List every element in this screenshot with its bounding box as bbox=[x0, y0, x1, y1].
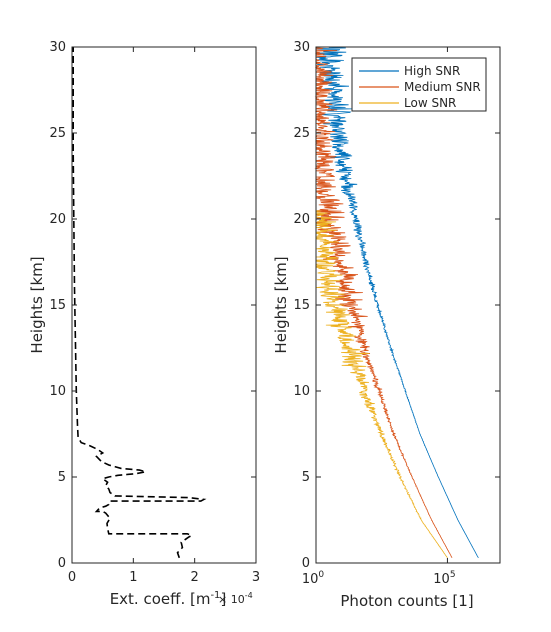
photon-x-tick-label: 105 bbox=[433, 570, 455, 587]
photon-y-tick-label: 25 bbox=[293, 126, 310, 141]
legend-label: Medium SNR bbox=[404, 80, 481, 94]
extinction-y-ticks: 0 5 10 15 20 25 30 bbox=[49, 40, 256, 571]
photon-x-label: Photon counts [1] bbox=[340, 592, 473, 610]
photon-y-tick-label: 30 bbox=[293, 40, 310, 55]
extinction-x-multiplier: × 10-4 bbox=[218, 591, 253, 606]
extinction-y-label: Heights [km] bbox=[28, 256, 46, 353]
extinction-y-tick-label: 0 bbox=[58, 556, 66, 571]
photon-x-ticks: 100 105 bbox=[302, 47, 456, 587]
photon-x-tick-label: 100 bbox=[302, 570, 325, 587]
extinction-y-tick-label: 15 bbox=[49, 298, 66, 313]
photon-series-line bbox=[315, 46, 479, 559]
extinction-x-tick-label: 0 bbox=[68, 570, 76, 585]
legend-box bbox=[351, 57, 487, 112]
extinction-y-tick-label: 20 bbox=[49, 212, 66, 227]
legend: High SNR Medium SNR Low SNR bbox=[351, 57, 487, 112]
legend-label: Low SNR bbox=[404, 96, 456, 110]
legend-label: High SNR bbox=[404, 64, 460, 78]
extinction-x-tick-label: 3 bbox=[252, 570, 260, 585]
photon-axes: 100 105 0 5 10 15 20 25 30 Photon counts [1] He… bbox=[272, 40, 501, 610]
extinction-x-tick-label: 1 bbox=[129, 570, 137, 585]
photon-y-ticks: 0 5 10 15 20 25 30 bbox=[293, 40, 500, 571]
photon-y-tick-label: 20 bbox=[293, 212, 310, 227]
photon-plot-area bbox=[314, 46, 479, 559]
extinction-plot-area bbox=[72, 47, 207, 559]
extinction-axes: 0 1 2 3 0 5 10 15 20 25 30 Ext. coeff. [m-1] × 10… bbox=[28, 40, 260, 608]
extinction-x-ticks: 0 1 2 3 bbox=[68, 47, 260, 585]
extinction-y-tick-label: 5 bbox=[58, 470, 66, 485]
photon-y-tick-label: 15 bbox=[293, 298, 310, 313]
extinction-profile-line bbox=[72, 47, 207, 559]
photon-y-tick-label: 0 bbox=[302, 556, 310, 571]
photon-series-line bbox=[315, 210, 448, 558]
extinction-y-tick-label: 25 bbox=[49, 126, 66, 141]
photon-y-label: Heights [km] bbox=[272, 256, 290, 353]
extinction-x-tick-label: 2 bbox=[191, 570, 199, 585]
extinction-x-label: Ext. coeff. [m-1] bbox=[110, 590, 227, 608]
extinction-y-tick-label: 30 bbox=[49, 40, 66, 55]
photon-y-tick-label: 5 bbox=[302, 470, 310, 485]
photon-series-line bbox=[314, 46, 453, 558]
extinction-y-tick-label: 10 bbox=[49, 384, 66, 399]
photon-y-tick-label: 10 bbox=[293, 384, 310, 399]
